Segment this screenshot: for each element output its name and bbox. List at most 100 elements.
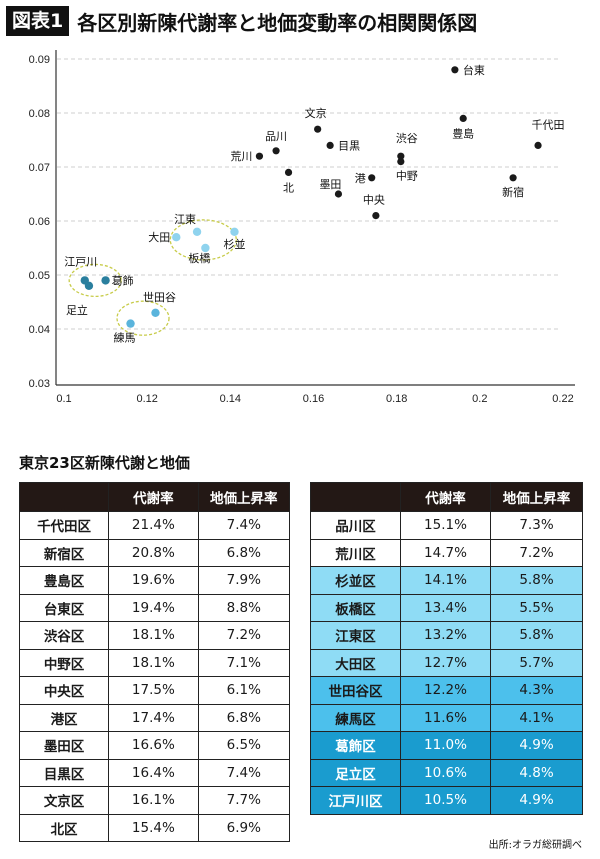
data-point xyxy=(509,174,517,182)
table-section-title: 東京23区新陳代謝と地価 xyxy=(19,454,190,472)
data-point xyxy=(314,125,322,133)
district-name-cell: 練馬区 xyxy=(310,703,401,732)
table-row: 大田区 12.7% 5.7% xyxy=(310,648,583,677)
land-price-rate-cell: 4.3% xyxy=(490,676,583,705)
x-tick-label: 0.1 xyxy=(56,393,71,405)
table-row: 中野区 18.1% 7.1% xyxy=(18,648,291,677)
land-price-rate-cell: 7.2% xyxy=(490,538,583,567)
figure-title-text: 各区別新陳代謝率と地価変動率の相関関係図 xyxy=(77,10,478,35)
point-label: 江東 xyxy=(174,213,196,226)
data-point xyxy=(192,227,202,236)
data-point xyxy=(397,158,405,166)
district-name-cell: 江東区 xyxy=(310,621,401,650)
data-point xyxy=(230,227,239,236)
table-row: 葛飾区 11.0% 4.9% xyxy=(310,731,583,760)
left-table: 代謝率 地価上昇率 千代田区 21.4% 7.4% 新宿区 20.8% 6.8% 豊島区 19… xyxy=(18,482,291,842)
point-label: 葛飾 xyxy=(112,274,134,287)
point-label: 北 xyxy=(283,181,294,194)
table-row: 目黒区 16.4% 7.4% xyxy=(18,758,291,787)
table-header-row: 代謝率 地価上昇率 xyxy=(18,482,291,512)
table-row: 足立区 10.6% 4.8% xyxy=(310,758,583,787)
district-name-cell: 中央区 xyxy=(18,676,110,705)
data-point xyxy=(534,141,542,149)
metabolism-rate-cell: 13.2% xyxy=(400,621,491,650)
y-tick-label: 0.04 xyxy=(29,324,50,336)
table-row: 練馬区 11.6% 4.1% xyxy=(310,703,583,732)
x-tick-label: 0.22 xyxy=(552,393,573,405)
point-label: 板橋 xyxy=(188,251,210,265)
metabolism-rate-cell: 19.4% xyxy=(108,593,199,622)
metabolism-rate-cell: 20.8% xyxy=(108,538,199,567)
metabolism-rate-cell: 14.7% xyxy=(400,538,491,567)
y-tick-label: 0.07 xyxy=(29,162,50,174)
data-point xyxy=(151,308,160,317)
table-row: 荒川区 14.7% 7.2% xyxy=(310,538,583,567)
metabolism-rate-cell: 12.7% xyxy=(400,648,491,677)
district-name-cell: 品川区 xyxy=(310,511,401,540)
point-label: 足立 xyxy=(66,303,88,317)
group-ellipse xyxy=(68,263,122,298)
grid-lines xyxy=(57,58,560,330)
scatter-chart: 0.09 0.08 0.07 0.06 0.05 0.04 0.03 0.1 0.12 0.14 0… xyxy=(29,50,575,405)
metabolism-rate-cell: 19.6% xyxy=(108,566,199,595)
district-name-cell: 江戸川区 xyxy=(310,786,401,815)
point-label: 杉並 xyxy=(223,237,245,251)
land-price-rate-cell: 6.8% xyxy=(197,538,291,567)
group-ellipse xyxy=(169,219,237,261)
y-tick-label: 0.09 xyxy=(29,54,50,66)
figure-title: 図表1 各区別新陳代謝率と地価変動率の相関関係図 xyxy=(6,6,477,36)
metabolism-rate-cell: 17.4% xyxy=(108,703,199,732)
group-ellipse xyxy=(116,300,170,336)
data-point xyxy=(372,212,380,220)
point-label: 品川 xyxy=(265,130,287,143)
district-name-cell: 港区 xyxy=(18,703,110,732)
point-label: 台東 xyxy=(463,63,485,77)
table-row: 杉並区 14.1% 5.8% xyxy=(310,566,583,595)
data-point xyxy=(101,276,110,285)
point-label: 新宿 xyxy=(502,185,524,199)
table-row: 北区 15.4% 6.9% xyxy=(18,813,291,842)
metabolism-rate-cell: 18.1% xyxy=(108,648,199,677)
metabolism-rate-cell: 15.1% xyxy=(400,511,491,540)
point-label: 中央 xyxy=(363,194,385,207)
metabolism-rate-cell: 10.5% xyxy=(400,786,491,815)
point-label: 世田谷 xyxy=(143,291,176,304)
metabolism-rate-cell: 13.4% xyxy=(400,593,491,622)
x-tick-label: 0.16 xyxy=(303,393,324,405)
x-tick-label: 0.18 xyxy=(386,393,407,405)
district-name-cell: 板橋区 xyxy=(310,593,401,622)
table-row: 中央区 17.5% 6.1% xyxy=(18,676,291,705)
x-tick-label: 0.12 xyxy=(136,393,157,405)
point-label: 港 xyxy=(355,172,366,185)
tick-labels: 0.09 0.08 0.07 0.06 0.05 0.04 0.03 0.1 0.12 0.14 0… xyxy=(29,54,574,405)
land-price-rate-cell: 6.9% xyxy=(197,813,291,842)
data-point xyxy=(451,66,459,74)
table-row: 千代田区 21.4% 7.4% xyxy=(18,511,291,540)
district-name-cell: 杉並区 xyxy=(310,566,401,595)
header-cell-land: 地価上昇率 xyxy=(197,482,291,512)
district-name-cell: 台東区 xyxy=(18,593,110,622)
point-label: 大田 xyxy=(148,230,170,244)
table-row: 豊島区 19.6% 7.9% xyxy=(18,566,291,595)
land-price-rate-cell: 5.8% xyxy=(490,566,583,595)
table-row: 世田谷区 12.2% 4.3% xyxy=(310,676,583,705)
table-row: 板橋区 13.4% 5.5% xyxy=(310,593,583,622)
x-tick-label: 0.2 xyxy=(472,393,487,405)
district-name-cell: 豊島区 xyxy=(18,566,110,595)
district-name-cell: 墨田区 xyxy=(18,731,110,760)
land-price-rate-cell: 5.8% xyxy=(490,621,583,650)
district-name-cell: 葛飾区 xyxy=(310,731,401,760)
y-tick-label: 0.03 xyxy=(29,378,50,390)
land-price-rate-cell: 5.5% xyxy=(490,593,583,622)
header-cell-land: 地価上昇率 xyxy=(490,482,583,512)
district-name-cell: 北区 xyxy=(18,813,110,842)
district-name-cell: 渋谷区 xyxy=(18,621,110,650)
group-ellipses xyxy=(68,219,237,336)
metabolism-rate-cell: 12.2% xyxy=(400,676,491,705)
metabolism-rate-cell: 17.5% xyxy=(108,676,199,705)
table-row: 墨田区 16.6% 6.5% xyxy=(18,731,291,760)
district-name-cell: 千代田区 xyxy=(18,511,110,540)
land-price-rate-cell: 7.1% xyxy=(197,648,291,677)
district-name-cell: 中野区 xyxy=(18,648,110,677)
